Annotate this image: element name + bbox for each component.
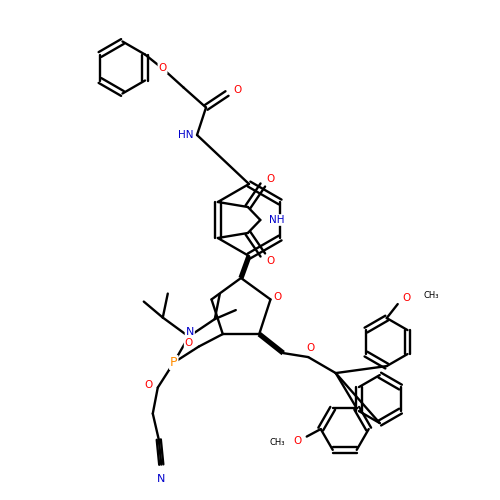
Text: O: O — [306, 343, 315, 353]
Text: O: O — [158, 64, 166, 74]
Text: N: N — [157, 474, 166, 484]
Text: O: O — [402, 293, 411, 303]
Text: O: O — [266, 256, 275, 266]
Text: P: P — [170, 356, 177, 369]
Text: HN: HN — [178, 130, 194, 140]
Text: N: N — [186, 326, 194, 336]
Text: O: O — [184, 338, 193, 347]
Text: O: O — [294, 436, 302, 446]
Text: O: O — [266, 174, 275, 184]
Text: O: O — [144, 380, 153, 390]
Text: CH₃: CH₃ — [269, 438, 284, 447]
Text: CH₃: CH₃ — [424, 290, 439, 300]
Text: O: O — [274, 292, 281, 302]
Text: O: O — [233, 84, 241, 94]
Text: NH: NH — [269, 215, 284, 225]
